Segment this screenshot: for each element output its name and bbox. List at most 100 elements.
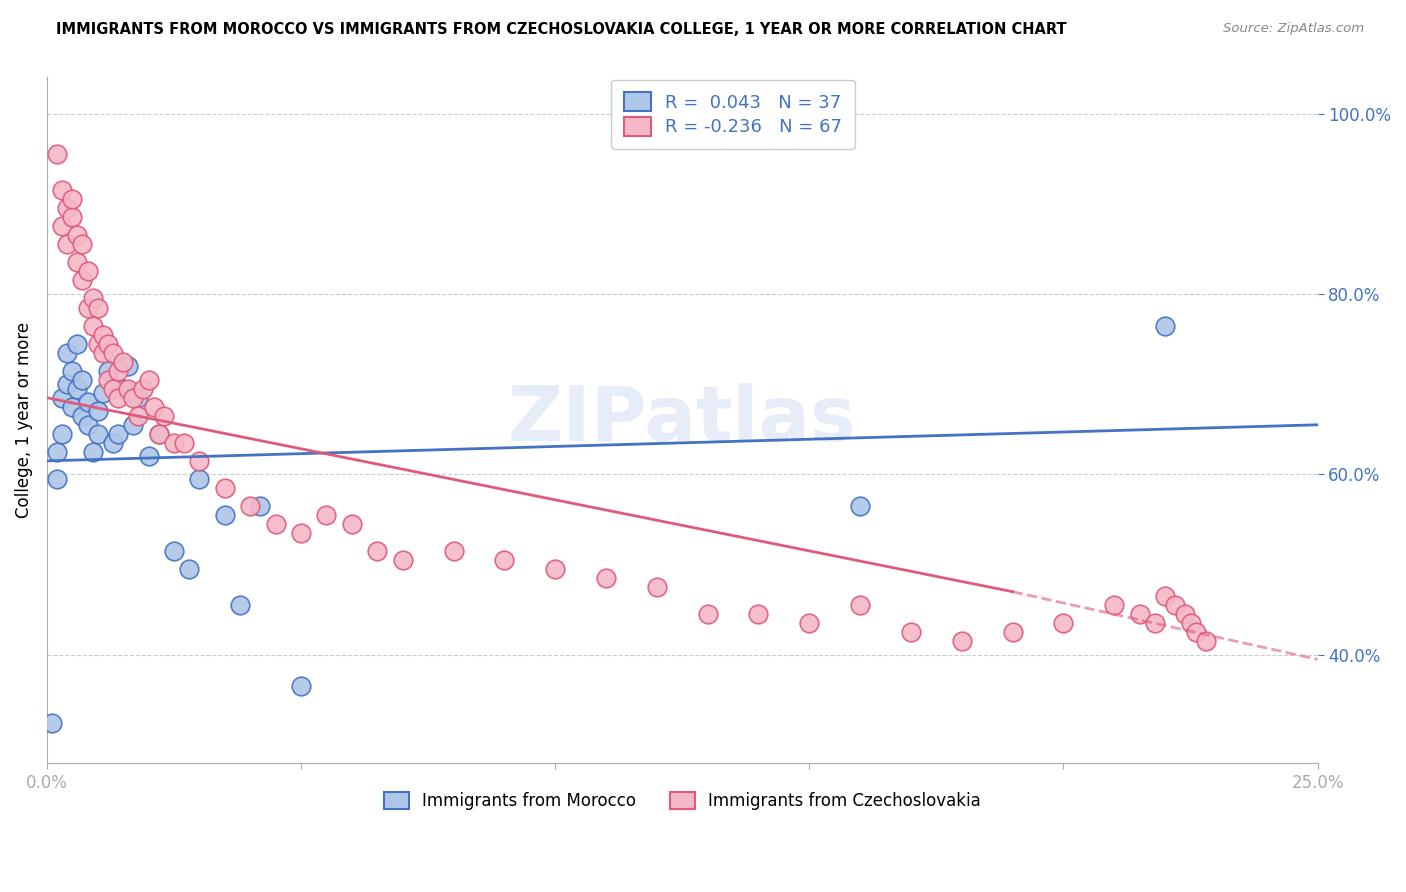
Point (1184, 625, 1206, 640)
Point (214, 508, 236, 522)
Point (315, 508, 337, 522)
Point (229, 599, 252, 613)
Point (696, 607, 718, 622)
Point (152, 409, 174, 423)
Point (163, 435, 186, 450)
Point (595, 571, 617, 585)
Point (391, 553, 413, 567)
Point (142, 400, 165, 414)
Point (138, 450, 160, 464)
Point (101, 345, 124, 359)
Point (72, 409, 94, 423)
Point (122, 391, 145, 405)
Point (1180, 616, 1202, 631)
Point (494, 553, 516, 567)
Point (239, 499, 262, 513)
Point (163, 544, 186, 558)
Point (86, 336, 108, 351)
Point (1164, 599, 1187, 613)
Point (366, 544, 388, 558)
Point (107, 364, 129, 378)
Point (91, 386, 114, 401)
Point (188, 454, 211, 468)
Text: IMMIGRANTS FROM MOROCCO VS IMMIGRANTS FROM CZECHOSLOVAKIA COLLEGE, 1 YEAR OR MOR: IMMIGRANTS FROM MOROCCO VS IMMIGRANTS FR… (56, 22, 1067, 37)
Point (46, 472, 69, 486)
Point (86, 426, 108, 441)
Point (1104, 599, 1126, 613)
Point (82, 292, 104, 306)
Point (290, 526, 312, 541)
Point (112, 354, 135, 368)
Point (60, 192, 83, 206)
Point (107, 391, 129, 405)
Point (112, 382, 135, 396)
Point (101, 382, 124, 396)
Point (122, 417, 145, 432)
Point (51, 219, 73, 234)
Point (290, 680, 312, 694)
Point (117, 359, 139, 373)
Point (645, 580, 668, 594)
Point (66, 382, 89, 396)
Point (51, 391, 73, 405)
Point (51, 183, 73, 197)
Point (1154, 589, 1177, 603)
Point (249, 499, 271, 513)
Point (76, 264, 98, 278)
Legend: Immigrants from Morocco, Immigrants from Czechoslovakia: Immigrants from Morocco, Immigrants from… (371, 779, 994, 823)
Point (72, 273, 94, 287)
Point (138, 373, 160, 387)
Point (544, 562, 567, 576)
Point (1143, 616, 1166, 631)
Point (747, 607, 769, 622)
Point (443, 544, 465, 558)
Point (56, 237, 79, 252)
Point (76, 301, 98, 315)
Point (127, 391, 149, 405)
Point (66, 255, 89, 269)
Point (46, 147, 69, 161)
Y-axis label: College, 1 year or more: College, 1 year or more (15, 322, 32, 518)
Point (107, 426, 129, 441)
Point (72, 373, 94, 387)
Point (66, 228, 89, 243)
Point (82, 318, 104, 333)
Point (86, 404, 108, 418)
Point (97, 373, 120, 387)
Point (56, 377, 79, 392)
Point (214, 481, 236, 495)
Point (1052, 616, 1074, 631)
Point (1195, 634, 1218, 648)
Point (188, 472, 211, 486)
Point (41, 715, 63, 730)
Point (60, 400, 83, 414)
Text: Source: ZipAtlas.com: Source: ZipAtlas.com (1223, 22, 1364, 36)
Point (60, 211, 83, 225)
Point (1129, 607, 1152, 622)
Point (117, 382, 139, 396)
Point (950, 634, 973, 648)
Point (900, 625, 922, 640)
Point (91, 345, 114, 359)
Point (799, 616, 821, 631)
Point (1154, 318, 1177, 333)
Point (132, 382, 155, 396)
Point (127, 409, 149, 423)
Point (56, 345, 79, 359)
Point (82, 445, 104, 459)
Point (66, 336, 89, 351)
Point (264, 516, 287, 531)
Point (340, 516, 363, 531)
Point (46, 445, 69, 459)
Text: ZIPatlas: ZIPatlas (508, 384, 856, 458)
Point (76, 395, 98, 409)
Point (76, 417, 98, 432)
Point (56, 201, 79, 215)
Point (97, 364, 120, 378)
Point (148, 426, 170, 441)
Point (1001, 625, 1024, 640)
Point (849, 599, 872, 613)
Point (51, 426, 73, 441)
Point (72, 237, 94, 252)
Point (179, 562, 201, 576)
